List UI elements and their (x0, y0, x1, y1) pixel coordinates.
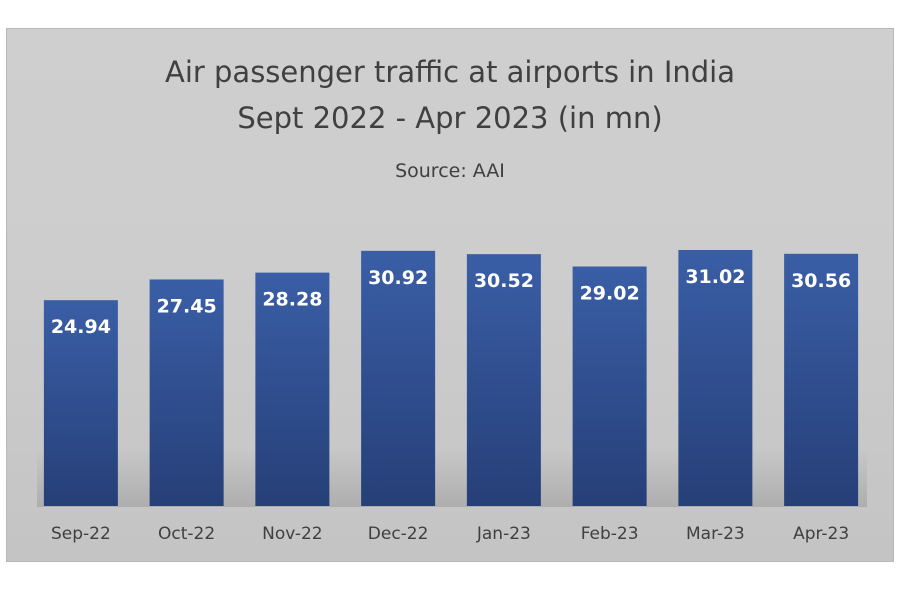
x-tick-label: Nov-22 (262, 524, 323, 544)
bar-jan-23 (466, 254, 541, 506)
bar-sep-22 (43, 300, 118, 506)
data-label: 29.02 (580, 283, 640, 305)
data-label: 30.92 (368, 267, 428, 289)
chart-area: Air passenger traffic at airports in Ind… (6, 28, 894, 562)
bar-plot: 24.94 Sep-22 27.45 Oct-22 28.28 Nov-22 30.92 De… (37, 250, 867, 544)
chart-source: Source: AAI (395, 160, 505, 182)
x-tick-label: Dec-22 (368, 524, 429, 544)
bar-apr-23 (784, 253, 859, 506)
bar-dec-22 (361, 250, 436, 506)
bar-nov-22 (255, 272, 330, 506)
bars-group: 24.94 Sep-22 27.45 Oct-22 28.28 Nov-22 30.92 De… (43, 250, 859, 544)
chart-title: Air passenger traffic at airports in Ind… (164, 55, 736, 89)
bar-oct-22 (149, 279, 224, 506)
data-label: 24.94 (51, 316, 111, 338)
x-tick-label: Oct-22 (158, 524, 215, 544)
data-label: 28.28 (262, 289, 322, 311)
x-tick-label: Sep-22 (51, 524, 111, 544)
x-tick-label: Feb-23 (581, 524, 639, 544)
data-label: 30.56 (791, 270, 851, 292)
data-label: 30.52 (474, 270, 534, 292)
data-label: 31.02 (685, 266, 745, 288)
x-tick-label: Apr-23 (793, 524, 849, 544)
x-tick-label: Jan-23 (476, 524, 531, 544)
bar-mar-23 (678, 250, 753, 506)
bar-feb-23 (572, 266, 647, 506)
data-label: 27.45 (157, 295, 217, 317)
x-tick-label: Mar-23 (686, 524, 745, 544)
chart-subtitle: Sept 2022 - Apr 2023 (in mn) (237, 101, 663, 135)
